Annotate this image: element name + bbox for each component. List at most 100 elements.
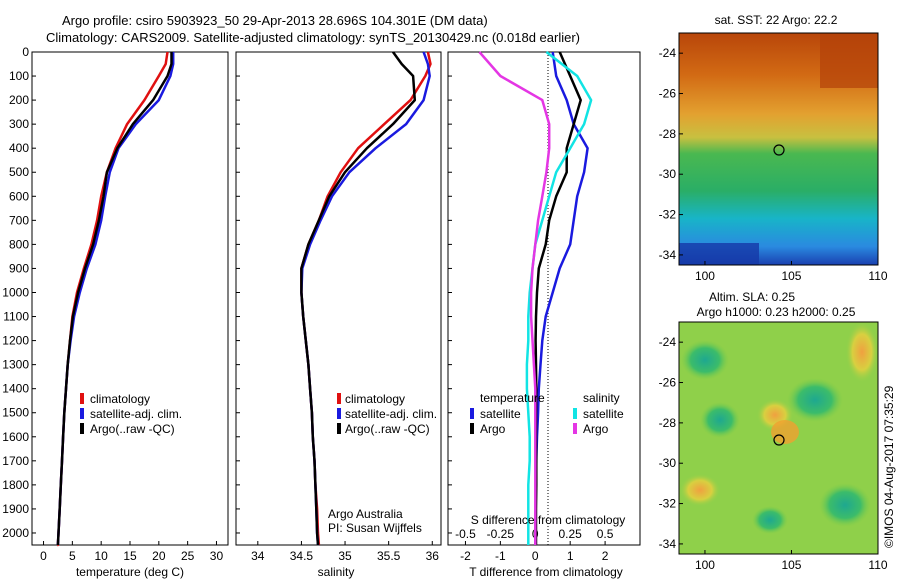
series-line-satellite-adj-clim <box>300 51 431 546</box>
timestamp: ©IMOS 04-Aug-2017 07:35:29 <box>882 385 896 548</box>
difference-legend: temperature salinity satellite Argo sate… <box>470 391 624 436</box>
temperature-panel: 0100200300400500600700800900100011001200… <box>2 45 229 579</box>
legend-label-temp-satellite: satellite <box>480 407 521 421</box>
legend-swatch-sal-argo <box>573 423 577 434</box>
sla-eddy <box>680 474 720 506</box>
legend-label-temp-argo: Argo <box>480 422 506 436</box>
map-y-tick-label: -32 <box>659 497 677 511</box>
x-tick-label: 35 <box>338 549 352 563</box>
t-diff-axis-label: T difference from climatology <box>469 565 623 579</box>
map-y-tick-label: -26 <box>659 376 677 390</box>
series-line-argo-raw-qc <box>56 52 173 546</box>
map-y-tick-label: -30 <box>659 456 677 470</box>
difference-panel-frame <box>447 51 641 546</box>
credit-line-2: PI: Susan Wijffels <box>328 521 422 535</box>
map-y-tick-label: -24 <box>659 335 677 349</box>
depth-tick-label: 1200 <box>2 334 29 348</box>
legend-swatch-argo <box>337 423 341 434</box>
legend-label-satellite: satellite-adj. clim. <box>90 407 182 421</box>
depth-tick-label: 500 <box>9 165 29 179</box>
depth-tick-label: 1100 <box>3 310 29 324</box>
depth-tick-label: 1900 <box>2 502 29 516</box>
x-tick-label: 35.5 <box>377 549 401 563</box>
credit-line-1: Argo Australia <box>328 507 403 521</box>
legend-swatch-climatology <box>337 393 341 404</box>
series-line-climatology <box>56 51 169 547</box>
depth-tick-label: 1800 <box>2 478 29 492</box>
series-line-salinity-argo <box>478 51 551 545</box>
depth-tick-label: 300 <box>9 117 29 131</box>
salinity-axis-label: salinity <box>318 565 355 579</box>
sla-map: Altim. SLA: 0.25 Argo h1000: 0.23 h2000:… <box>659 290 888 572</box>
legend-swatch-climatology <box>80 393 84 404</box>
map-x-tick-label: 110 <box>868 558 887 572</box>
legend-heading-salinity: salinity <box>583 391 620 405</box>
series-line-argo-raw-qc <box>300 51 417 546</box>
depth-tick-label: 400 <box>9 141 29 155</box>
legend-label-climatology: climatology <box>345 392 405 406</box>
header-line-1: Argo profile: csiro 5903923_50 29-Apr-20… <box>62 13 488 28</box>
salinity-panel: 34 34.5 35 35.5 36 salinity climatology sate… <box>235 51 442 579</box>
x-tick-label: 34.5 <box>290 549 314 563</box>
depth-tick-label: 1000 <box>2 285 29 299</box>
depth-tick-label: 600 <box>9 189 29 203</box>
map-x-tick-label: 105 <box>781 558 801 572</box>
x-tick-label: 0 <box>532 549 539 563</box>
x-tick-label: 25 <box>181 549 195 563</box>
sst-map: sat. SST: 22 Argo: 22.2 -24 -26 -28 -30 -32 -… <box>659 13 888 283</box>
depth-tick-label: 900 <box>9 261 29 275</box>
argo-float-marker <box>773 144 785 156</box>
map-y-tick-label: -34 <box>659 537 677 551</box>
legend-label-sal-argo: Argo <box>583 422 609 436</box>
x2-tick-label: -0.5 <box>455 527 476 541</box>
depth-tick-label: 1600 <box>2 430 29 444</box>
sst-warm-patch <box>820 33 878 88</box>
legend-swatch-satellite <box>337 408 341 419</box>
map-y-tick-label: -28 <box>659 416 677 430</box>
map-y-tick-label: -30 <box>659 167 677 181</box>
x-tick-label: -1 <box>495 549 506 563</box>
temperature-legend: climatology satellite-adj. clim. Argo(..… <box>80 392 182 436</box>
map-x-tick-label: 110 <box>868 269 887 283</box>
legend-swatch-temp-satellite <box>470 408 474 419</box>
depth-tick-label: 1500 <box>2 406 29 420</box>
sla-map-frame <box>678 321 879 555</box>
legend-heading-temperature: temperature <box>480 391 545 405</box>
x-tick-label: 1 <box>567 549 574 563</box>
map-y-tick-label: -28 <box>659 127 677 141</box>
sla-eddy <box>752 506 788 534</box>
difference-panel: -2 -1 0 1 2 -0.5 -0.25 0 0.25 0.5 T difference f… <box>447 51 641 579</box>
sla-eddy <box>846 322 878 382</box>
x-tick-label: 2 <box>602 549 609 563</box>
x-tick-label: 10 <box>94 549 108 563</box>
legend-label-sal-satellite: satellite <box>583 407 624 421</box>
sla-eddy <box>700 402 740 438</box>
depth-tick-label: 1700 <box>2 454 29 468</box>
legend-swatch-sal-satellite <box>573 408 577 419</box>
map-y-tick-label: -34 <box>659 248 677 262</box>
legend-label-argo: Argo(..raw -QC) <box>345 422 430 436</box>
depth-tick-label: 0 <box>22 45 29 59</box>
x2-tick-label: 0.25 <box>559 527 583 541</box>
legend-label-climatology: climatology <box>90 392 150 406</box>
sla-eddy <box>819 483 871 527</box>
x-tick-label: -2 <box>460 549 471 563</box>
map-y-tick-label: -32 <box>659 208 677 222</box>
depth-tick-label: 2000 <box>2 526 29 540</box>
sla-eddy <box>681 340 729 380</box>
legend-swatch-argo <box>80 423 84 434</box>
legend-label-satellite: satellite-adj. clim. <box>345 407 437 421</box>
argo-float-marker <box>773 434 785 446</box>
legend-swatch-satellite <box>80 408 84 419</box>
depth-tick-label: 700 <box>9 213 29 227</box>
sst-map-title: sat. SST: 22 Argo: 22.2 <box>715 13 838 27</box>
x-tick-label: 15 <box>123 549 137 563</box>
depth-tick-label: 800 <box>9 237 29 251</box>
salinity-legend: climatology satellite-adj. clim. Argo(..… <box>337 392 437 436</box>
sla-eddy <box>771 420 799 444</box>
map-y-tick-label: -24 <box>659 46 677 60</box>
salinity-panel-frame <box>235 51 442 546</box>
x-tick-label: 0 <box>40 549 47 563</box>
map-y-tick-label: -26 <box>659 87 677 101</box>
